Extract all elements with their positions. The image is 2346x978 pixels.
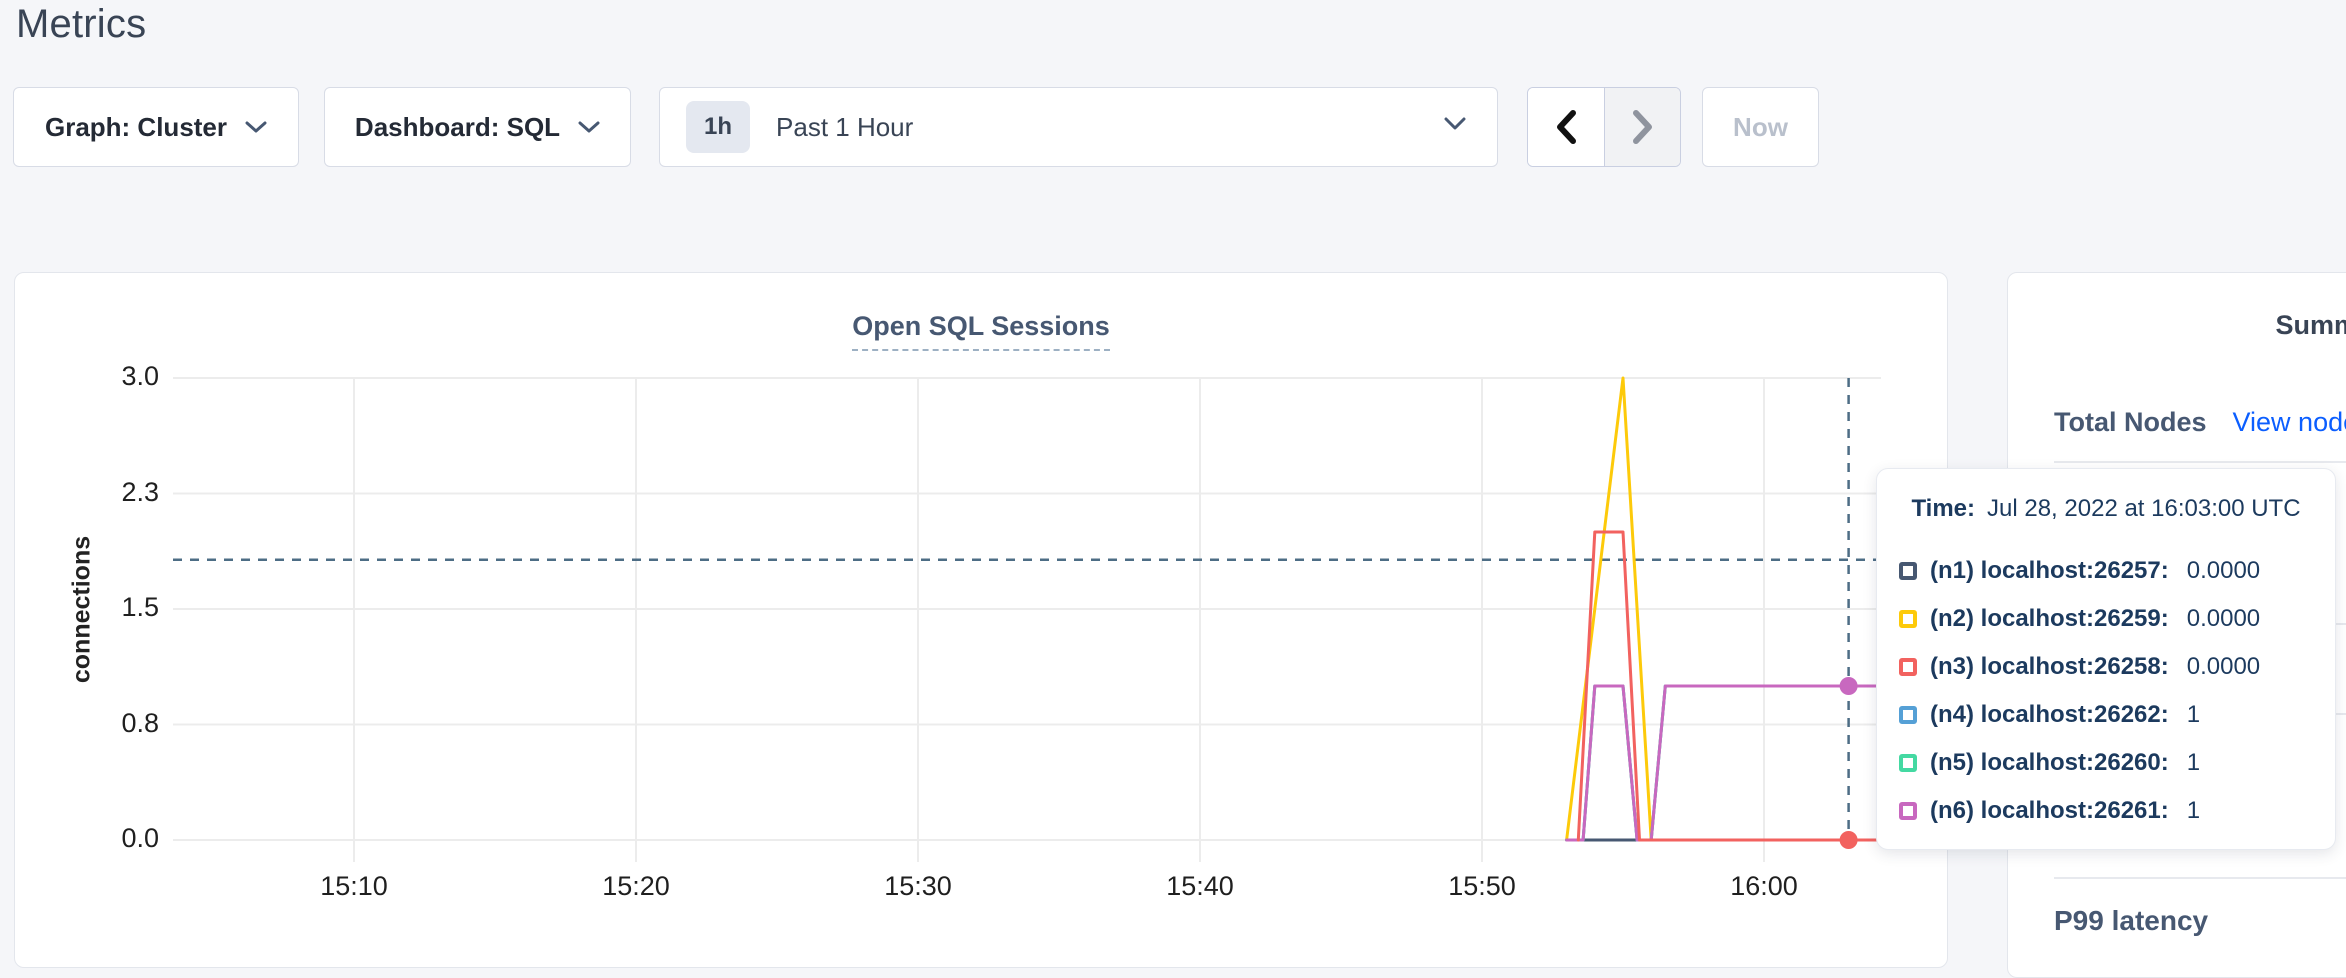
tooltip-series-row: (n1) localhost:26257: 0.0000: [1899, 547, 2335, 595]
chart-title[interactable]: Open SQL Sessions: [852, 311, 1110, 351]
series-line-n3: [1576, 530, 1883, 842]
hover-dot: [1839, 677, 1858, 695]
chart-plot-area[interactable]: [15, 273, 1947, 967]
hover-dot: [1839, 831, 1858, 849]
sidebar-title: Summary: [2275, 310, 2346, 340]
series-swatch-icon: [1899, 658, 1917, 676]
previous-interval-button[interactable]: [1528, 88, 1604, 166]
x-axis-tick-label: 15:50: [1448, 871, 1516, 901]
y-axis-tick-label: 2.3: [121, 476, 159, 507]
y-axis-tick-label: 0.0: [121, 823, 159, 853]
tooltip-series-row: (n2) localhost:26259: 0.0000: [1899, 595, 2335, 643]
x-axis-tick-label: 15:10: [320, 871, 388, 901]
y-axis-tick-label: 3.0: [121, 361, 159, 391]
open-sql-sessions-chart-card: Open SQL Sessions connections 0.0 0.8 1.5 2…: [14, 272, 1948, 968]
tooltip-series-value: 1: [2186, 797, 2201, 824]
tooltip-series-value: 0.0000: [2186, 653, 2261, 680]
x-axis-tick-label: 15:40: [1166, 871, 1234, 901]
chart-tooltip: Time: Jul 28, 2022 at 16:03:00 UTC (n1) l…: [1876, 468, 2336, 850]
chevron-down-icon: [1444, 117, 1466, 130]
tooltip-series-row: (n5) localhost:26260: 1: [1899, 739, 2335, 787]
total-nodes-label: Total Nodes: [2054, 407, 2207, 437]
now-button[interactable]: Now: [1702, 87, 1819, 167]
series-swatch-icon: [1899, 706, 1917, 724]
series-line-n4: [1565, 684, 1883, 842]
tooltip-series-label: (n5) localhost:26260:: [1930, 749, 2169, 776]
series-swatch-icon: [1899, 802, 1917, 820]
page-title: Metrics: [16, 2, 147, 46]
y-axis-tick-label: 0.8: [121, 707, 159, 738]
view-nodes-link[interactable]: View nodes: [2232, 407, 2346, 437]
next-interval-button[interactable]: [1604, 88, 1680, 166]
tooltip-series-label: (n4) localhost:26262:: [1930, 701, 2169, 728]
tooltip-series-value: 1: [2186, 749, 2201, 776]
tooltip-series-value: 1: [2186, 701, 2201, 728]
tooltip-time-label: Time:: [1911, 495, 1976, 522]
time-window-badge: 1h: [686, 101, 751, 153]
chevron-down-icon: [245, 121, 267, 133]
tooltip-series-label: (n1) localhost:26257:: [1930, 557, 2169, 584]
tooltip-time-value: Jul 28, 2022 at 16:03:00 UTC: [1987, 495, 2301, 522]
tooltip-time: Time: Jul 28, 2022 at 16:03:00 UTC: [1877, 495, 2335, 523]
graph-scope-label: Graph: Cluster: [44, 111, 228, 142]
chart-title-wrap: Open SQL Sessions: [15, 311, 1947, 351]
time-window-label: Past 1 Hour: [776, 111, 914, 142]
tooltip-series-label: (n3) localhost:26258:: [1930, 653, 2169, 680]
p99-latency-label: P99 latency: [2054, 905, 2209, 936]
tooltip-series-label: (n2) localhost:26259:: [1930, 605, 2169, 632]
tooltip-series-row: (n6) localhost:26261: 1: [1899, 787, 2335, 835]
tooltip-series-value: 0.0000: [2186, 557, 2261, 584]
x-axis-tick-label: 16:00: [1730, 871, 1798, 901]
tooltip-series-row: (n4) localhost:26262: 1: [1899, 691, 2335, 739]
total-nodes-row: Total Nodes View nodes: [2054, 407, 2346, 438]
series-line-n5: [1565, 684, 1883, 842]
tooltip-series-value: 0.0000: [2186, 605, 2261, 632]
x-axis-tick-label: 15:20: [602, 871, 670, 901]
graph-scope-dropdown[interactable]: Graph: Cluster: [13, 87, 299, 167]
metrics-toolbar: Graph: Cluster Dashboard: SQL 1h Past 1 …: [0, 87, 2346, 167]
dashboard-dropdown[interactable]: Dashboard: SQL: [324, 87, 631, 167]
time-pager: [1527, 87, 1681, 167]
chevron-left-icon: [1557, 110, 1576, 144]
chevron-down-icon: [578, 121, 600, 133]
sidebar-divider: [2054, 461, 2346, 463]
tooltip-series-label: (n6) localhost:26261:: [1930, 797, 2169, 824]
tooltip-series-row: (n3) localhost:26258: 0.0000: [1899, 643, 2335, 691]
series-swatch-icon: [1899, 754, 1917, 772]
x-axis-tick-label: 15:30: [884, 871, 952, 901]
tooltip-series-rows: (n1) localhost:26257: 0.0000 (n2) localhos…: [1899, 547, 2335, 835]
series-swatch-icon: [1899, 562, 1917, 580]
chevron-right-icon: [1632, 110, 1652, 144]
y-axis-tick-label: 1.5: [121, 592, 159, 622]
dashboard-label: Dashboard: SQL: [354, 111, 561, 142]
series-line-n6: [1565, 684, 1883, 842]
sidebar-divider: [2054, 877, 2346, 879]
series-swatch-icon: [1899, 610, 1917, 628]
time-range-picker[interactable]: 1h Past 1 Hour: [659, 87, 1498, 167]
